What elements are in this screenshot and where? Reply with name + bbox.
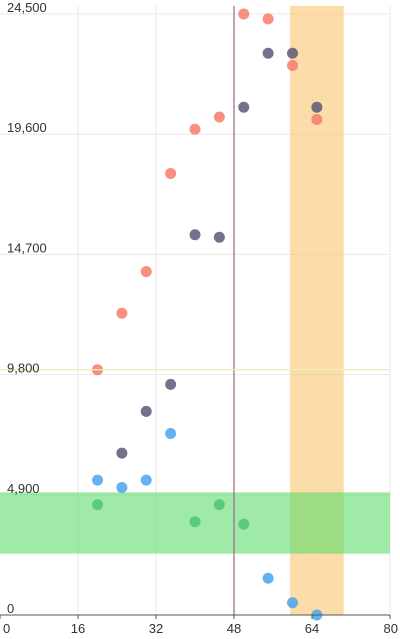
- y-tick-label: 14,700: [7, 240, 47, 255]
- data-point: [287, 47, 298, 59]
- data-points: [92, 8, 323, 621]
- data-point: [213, 111, 225, 123]
- x-tick-label: 16: [71, 621, 85, 636]
- x-tick-label: 80: [384, 621, 398, 636]
- data-point: [140, 266, 152, 278]
- x-tick-label: 0: [3, 621, 10, 636]
- data-point: [311, 113, 323, 125]
- tick-labels: 0 16 32 48 64 80 0 4,900 9,800 14,700 19,600 24,500: [3, 0, 398, 636]
- data-point: [238, 8, 250, 20]
- data-point: [116, 307, 128, 319]
- axes: [0, 614, 391, 619]
- data-point: [213, 499, 225, 511]
- y-tick-label: 4,900: [7, 481, 40, 496]
- data-point: [140, 405, 152, 417]
- data-point: [189, 123, 201, 135]
- data-point: [165, 378, 177, 390]
- data-point: [238, 518, 250, 530]
- data-point: [189, 229, 201, 241]
- y-tick-label: 9,800: [7, 361, 40, 376]
- data-point: [311, 101, 323, 113]
- data-point: [165, 427, 177, 439]
- data-point: [116, 481, 128, 493]
- y-tick-label: 24,500: [7, 0, 47, 15]
- data-point: [189, 516, 201, 528]
- data-point: [287, 597, 298, 609]
- y-tick-label: 19,600: [7, 120, 47, 135]
- data-point: [287, 60, 298, 72]
- data-point: [262, 13, 274, 25]
- data-point: [140, 474, 152, 486]
- data-point: [262, 47, 274, 59]
- data-point: [92, 499, 103, 511]
- data-point: [92, 474, 103, 486]
- data-point: [262, 572, 274, 584]
- data-point: [213, 231, 225, 243]
- x-tick-label: 32: [149, 621, 163, 636]
- x-tick-label: 64: [305, 621, 319, 636]
- data-point: [165, 167, 177, 179]
- data-point: [238, 101, 250, 113]
- data-point: [116, 447, 128, 459]
- x-tick-label: 48: [227, 621, 241, 636]
- y-tick-label: 0: [7, 601, 14, 616]
- reference-lines: [0, 6, 390, 615]
